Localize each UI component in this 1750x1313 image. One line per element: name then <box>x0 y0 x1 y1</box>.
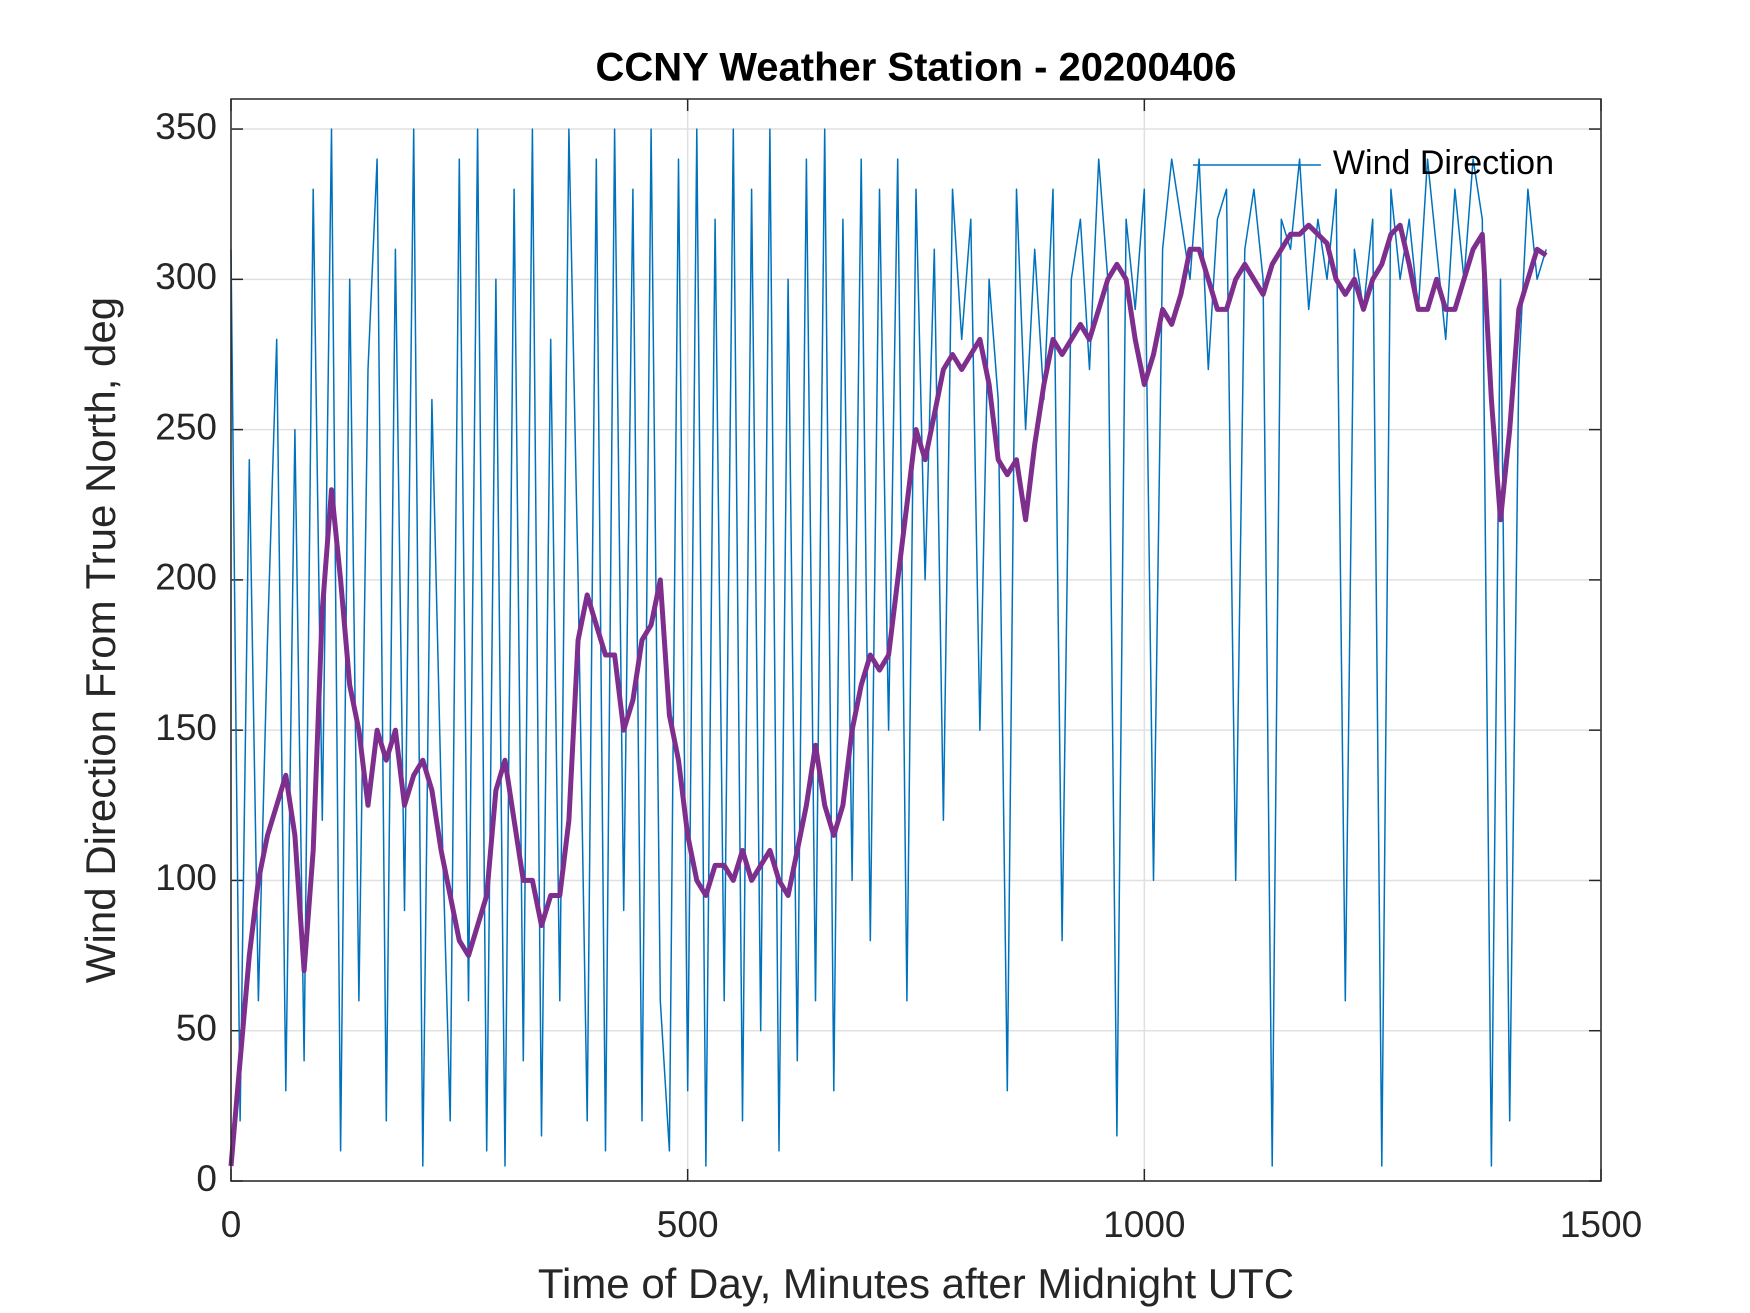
data-line <box>228 222 1548 1167</box>
y-tick-label: 200 <box>155 557 217 598</box>
y-tick-label: 100 <box>155 857 217 898</box>
data-line <box>230 128 1547 1167</box>
y-tick-label: 300 <box>155 256 217 297</box>
y-tick-label: 150 <box>155 707 217 748</box>
x-tick-label: 0 <box>221 1204 242 1245</box>
x-tick-label: 1000 <box>1103 1204 1185 1245</box>
y-tick-label: 250 <box>155 406 217 447</box>
x-axis-label: Time of Day, Minutes after Midnight UTC <box>538 1260 1294 1307</box>
chart-title: CCNY Weather Station - 20200406 <box>596 46 1237 90</box>
legend-label: Wind Direction <box>1333 144 1554 182</box>
y-tick-label: 0 <box>196 1158 217 1199</box>
plot-frame <box>230 98 1602 1182</box>
y-tick-label: 50 <box>176 1008 217 1049</box>
y-axis-label: Wind Direction From True North, deg <box>77 297 124 983</box>
x-tick-label: 500 <box>657 1204 719 1245</box>
x-tick-label: 1500 <box>1560 1204 1642 1245</box>
y-tick-label: 350 <box>155 106 217 147</box>
